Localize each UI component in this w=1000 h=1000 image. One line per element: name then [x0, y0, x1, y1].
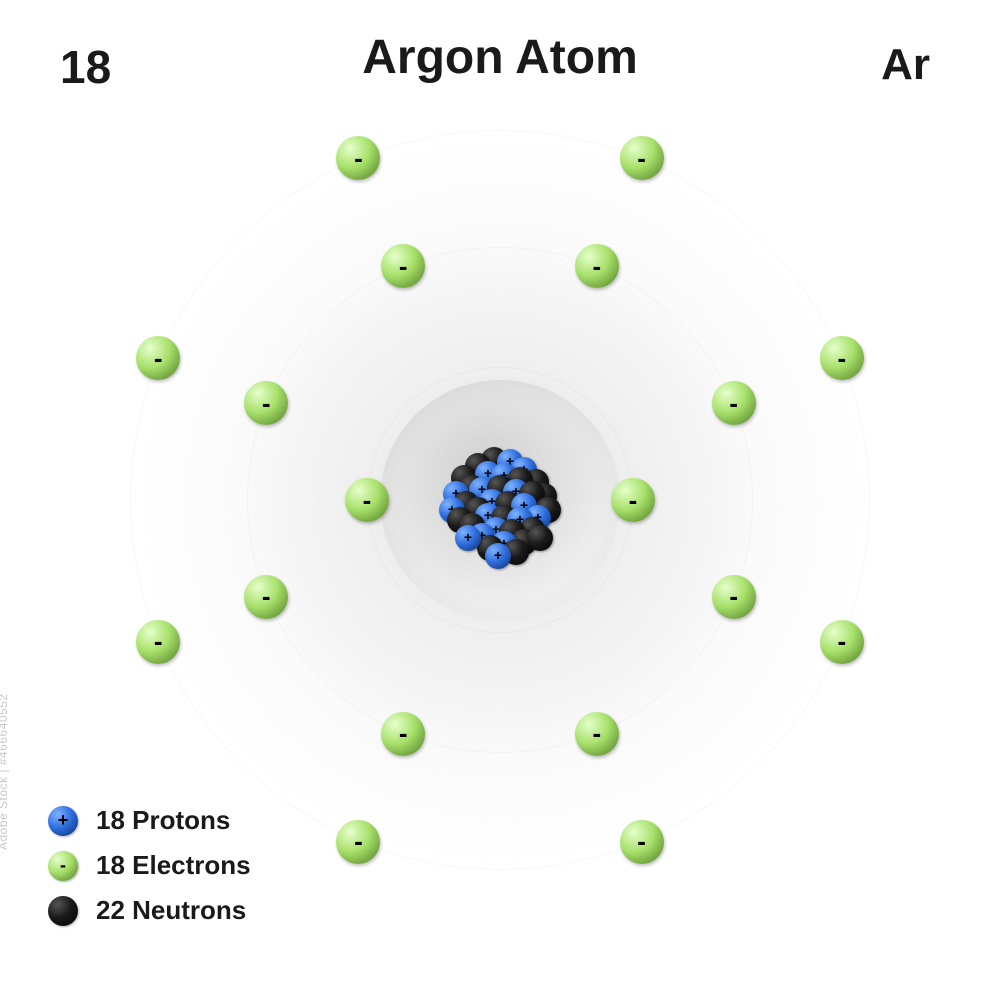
electron: - — [620, 820, 664, 864]
electron: - — [136, 336, 180, 380]
legend-row: 22 Neutrons — [48, 895, 251, 926]
electron: - — [712, 381, 756, 425]
electron: - — [712, 575, 756, 619]
electron: - — [820, 620, 864, 664]
electron: - — [381, 244, 425, 288]
neutron — [527, 525, 553, 551]
element-symbol: Ar — [881, 40, 930, 90]
electron: - — [575, 244, 619, 288]
electron: - — [336, 136, 380, 180]
electron: - — [244, 575, 288, 619]
watermark: Adobe Stock | #466640552 — [0, 693, 10, 850]
legend-label: 18 Protons — [96, 805, 230, 836]
electron: - — [381, 712, 425, 756]
legend-row: -18 Electrons — [48, 850, 251, 881]
legend-label: 18 Electrons — [96, 850, 251, 881]
page: 18 Argon Atom Ar ------------------+++++… — [0, 0, 1000, 1000]
legend-row: +18 Protons — [48, 805, 251, 836]
legend-swatch-electron: - — [48, 851, 78, 881]
legend-label: 22 Neutrons — [96, 895, 246, 926]
electron: - — [136, 620, 180, 664]
proton: + — [455, 525, 481, 551]
proton: + — [485, 543, 511, 569]
legend: +18 Protons-18 Electrons22 Neutrons — [48, 805, 251, 940]
page-title: Argon Atom — [0, 30, 1000, 85]
electron: - — [575, 712, 619, 756]
electron: - — [336, 820, 380, 864]
electron: - — [820, 336, 864, 380]
electron: - — [611, 478, 655, 522]
electron: - — [244, 381, 288, 425]
legend-swatch-proton: + — [48, 806, 78, 836]
electron: - — [620, 136, 664, 180]
legend-swatch-neutron — [48, 896, 78, 926]
electron: - — [345, 478, 389, 522]
